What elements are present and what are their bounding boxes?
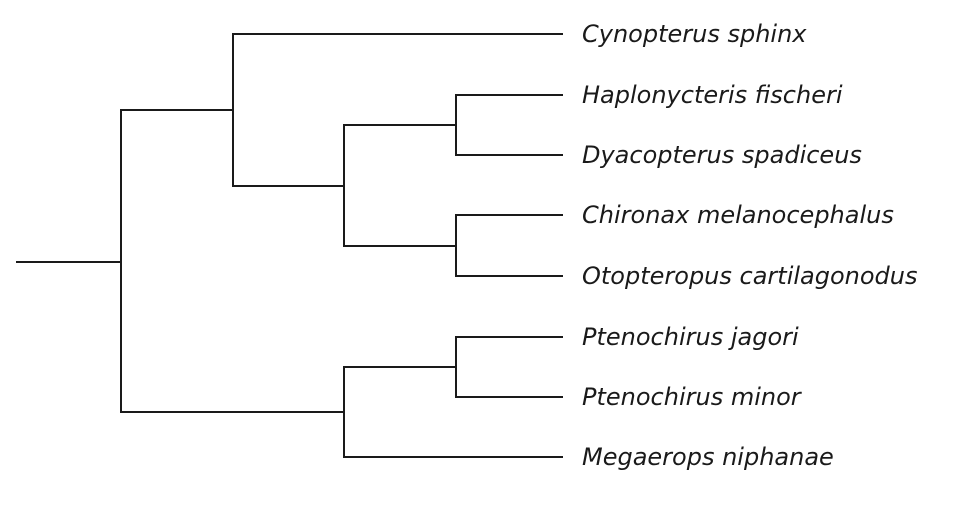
taxon-label-ptenochirus-jagori: Ptenochirus jagori (582, 323, 799, 351)
taxon-label-cynopterus-sphinx: Cynopterus sphinx (582, 20, 807, 48)
taxon-label-dyacopterus-spadiceus: Dyacopterus spadiceus (582, 141, 862, 169)
taxon-label-ptenochirus-minor: Ptenochirus minor (582, 383, 801, 411)
taxon-label-otopteropus-cartilagonodus: Otopteropus cartilagonodus (582, 262, 918, 290)
taxon-label-chironax-melanocephalus: Chironax melanocephalus (582, 201, 894, 229)
taxon-label-haplonycteris-fischeri: Haplonycteris fischeri (582, 81, 843, 109)
taxon-label-megaerops-niphanae: Megaerops niphanae (582, 443, 834, 471)
